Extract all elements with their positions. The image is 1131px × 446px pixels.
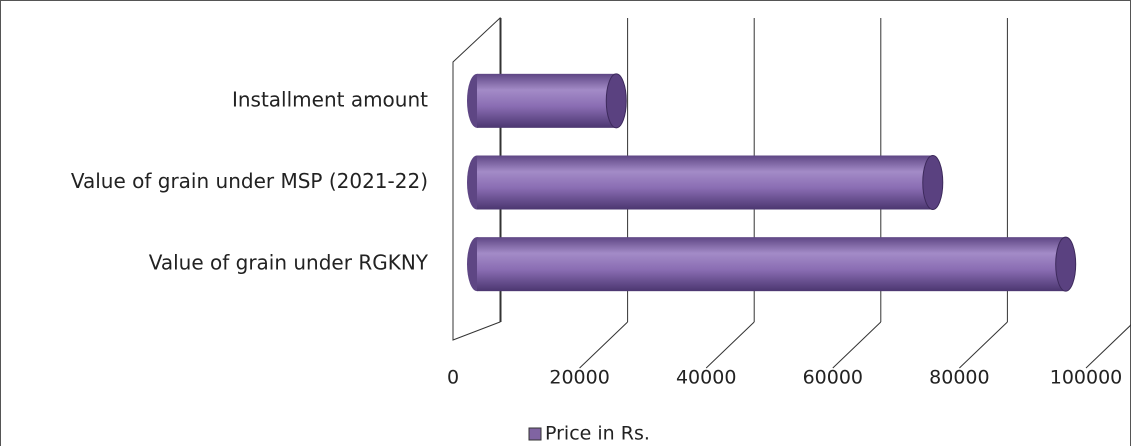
floor-line xyxy=(1085,324,1131,369)
category-label: Value of grain under MSP (2021-22) xyxy=(71,169,428,193)
bar xyxy=(477,155,933,210)
bar-end-cap xyxy=(1055,236,1077,292)
floor-line xyxy=(832,321,882,369)
bar xyxy=(477,237,1066,292)
x-tick-label: 80000 xyxy=(929,367,989,389)
bar xyxy=(477,73,617,128)
x-tick-label: 0 xyxy=(447,367,459,389)
bar-end-cap xyxy=(922,155,944,210)
x-tick-label: 60000 xyxy=(803,367,863,389)
legend-swatch xyxy=(528,427,542,441)
side-wall xyxy=(452,16,501,341)
floor-line xyxy=(579,321,628,369)
bar-end-cap xyxy=(605,73,627,129)
floor-line xyxy=(959,321,1008,369)
x-tick-label: 40000 xyxy=(676,367,736,389)
floor-line xyxy=(705,321,755,369)
category-label: Value of grain under RGKNY xyxy=(149,251,429,275)
x-tick-label: 100000 xyxy=(1050,367,1123,389)
category-label: Installment amount xyxy=(232,87,428,111)
x-tick-label: 20000 xyxy=(549,367,609,389)
legend-label: Price in Rs. xyxy=(545,423,650,445)
